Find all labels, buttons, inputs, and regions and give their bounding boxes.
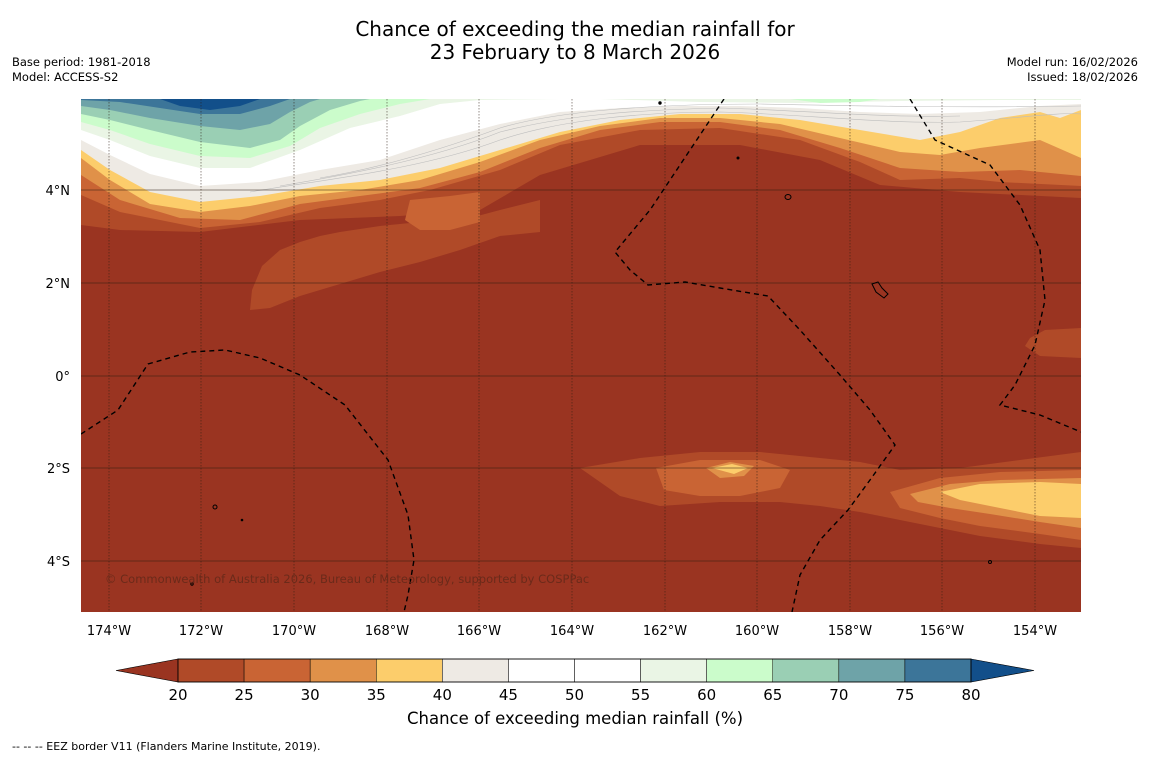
colorbar-tick-label: 50 bbox=[565, 686, 584, 704]
eez-borders bbox=[81, 99, 1081, 612]
band-20-25-east-mid bbox=[1025, 328, 1081, 358]
colorbar: 20 25 30 35 40 45 50 55 60 65 70 75 80 bbox=[115, 658, 1035, 704]
model-name: Model: ACCESS-S2 bbox=[12, 70, 119, 84]
colorbar-box-55-60 bbox=[640, 658, 707, 683]
lon-label-164w: 164°W bbox=[550, 624, 594, 639]
island-2 bbox=[871, 281, 889, 299]
colorbar-box-75-80 bbox=[904, 658, 972, 683]
colorbar-tick-label: 65 bbox=[763, 686, 782, 704]
colorbar-box-30-35 bbox=[309, 658, 377, 683]
band-20-25-central bbox=[250, 200, 540, 310]
colorbar-over-arrow bbox=[970, 658, 1035, 683]
colorbar-outline bbox=[177, 658, 972, 683]
copyright-text: © Commonwealth of Australia 2026, Bureau… bbox=[105, 572, 589, 586]
island-6 bbox=[988, 560, 992, 564]
band-25-30-central bbox=[405, 192, 480, 230]
colorbar-tick-label: 80 bbox=[961, 686, 980, 704]
island-5 bbox=[736, 156, 740, 160]
island-7 bbox=[190, 582, 194, 586]
colorbar-box-45-50 bbox=[508, 658, 575, 683]
eez-border-east bbox=[909, 99, 1081, 433]
lon-label-168w: 168°W bbox=[365, 624, 409, 639]
island-1 bbox=[784, 194, 792, 200]
lat-label-2n: 2°N bbox=[46, 277, 71, 292]
island-8 bbox=[240, 518, 244, 522]
colorbar-tick-label: 40 bbox=[433, 686, 452, 704]
eez-border-central bbox=[614, 99, 896, 612]
base-period: Base period: 1981-2018 bbox=[12, 55, 151, 69]
band-25-30-south bbox=[656, 460, 790, 496]
band-35-40-south-east bbox=[940, 482, 1081, 518]
band-35-40-south-mid bbox=[712, 464, 748, 474]
eez-border-kiribati-west bbox=[81, 349, 415, 612]
colorbar-box-40-45 bbox=[442, 658, 509, 683]
map-plot-area[interactable]: © Commonwealth of Australia 2026, Bureau… bbox=[81, 99, 1081, 612]
colorbar-box-35-40 bbox=[376, 658, 443, 683]
band-over-80-north bbox=[160, 99, 260, 110]
colorbar-tick-label: 20 bbox=[168, 686, 187, 704]
meta-right: Model run: 16/02/2026 Issued: 18/02/2026 bbox=[1007, 55, 1138, 85]
issued-date: Issued: 18/02/2026 bbox=[1027, 70, 1138, 84]
colorbar-tick-label: 75 bbox=[895, 686, 914, 704]
lon-label-158w: 158°W bbox=[828, 624, 872, 639]
colorbar-tick-label: 30 bbox=[301, 686, 320, 704]
lat-label-2s: 2°S bbox=[47, 462, 70, 477]
lat-label-0: 0° bbox=[55, 370, 70, 385]
band-60-65-north-spot bbox=[790, 99, 880, 103]
colorbar-tick-label: 60 bbox=[697, 686, 716, 704]
colorbar-tick-label: 70 bbox=[829, 686, 848, 704]
islands bbox=[190, 101, 992, 586]
colorbar-box-20-25 bbox=[177, 658, 245, 683]
colorbar-tick-label: 55 bbox=[631, 686, 650, 704]
colorbar-box-60-65 bbox=[706, 658, 774, 683]
lon-label-172w: 172°W bbox=[179, 624, 223, 639]
colorbar-box-70-75 bbox=[838, 658, 906, 683]
colorbar-box-25-30 bbox=[243, 658, 311, 683]
colorbar-under-arrow bbox=[115, 658, 179, 683]
graticule bbox=[81, 99, 1081, 612]
colorbar-title: Chance of exceeding median rainfall (%) bbox=[406, 709, 744, 728]
lat-labels: 4°N 2°N 0° 2°S 4°S bbox=[46, 184, 71, 570]
thin-contours bbox=[249, 103, 1081, 193]
colorbar-box-50-55 bbox=[574, 658, 641, 683]
title-line-2: 23 February to 8 March 2026 bbox=[429, 40, 721, 64]
lon-label-154w: 154°W bbox=[1013, 624, 1057, 639]
meta-left: Base period: 1981-2018 Model: ACCESS-S2 bbox=[12, 55, 151, 85]
lon-label-160w: 160°W bbox=[735, 624, 779, 639]
colorbar-tick-label: 45 bbox=[499, 686, 518, 704]
island-4 bbox=[658, 101, 662, 105]
model-run: Model run: 16/02/2026 bbox=[1006, 55, 1138, 69]
colorbar-tick-label: 25 bbox=[235, 686, 254, 704]
lon-labels: 174°W 172°W 170°W 168°W 166°W 164°W 162°… bbox=[87, 624, 1057, 639]
map-title: Chance of exceeding the median rainfall … bbox=[0, 18, 1150, 64]
lat-label-4s: 4°S bbox=[47, 555, 70, 570]
lon-label-170w: 170°W bbox=[272, 624, 316, 639]
lon-label-162w: 162°W bbox=[643, 624, 687, 639]
eez-footnote: -- -- -- EEZ border V11 (Flanders Marine… bbox=[12, 740, 321, 753]
lon-label-166w: 166°W bbox=[457, 624, 501, 639]
lon-label-174w: 174°W bbox=[87, 624, 131, 639]
lon-label-156w: 156°W bbox=[920, 624, 964, 639]
island-3 bbox=[212, 504, 218, 510]
lat-label-4n: 4°N bbox=[46, 184, 71, 199]
colorbar-box-65-70 bbox=[772, 658, 840, 683]
colorbar-tick-label: 35 bbox=[367, 686, 386, 704]
title-line-1: Chance of exceeding the median rainfall … bbox=[355, 17, 795, 41]
